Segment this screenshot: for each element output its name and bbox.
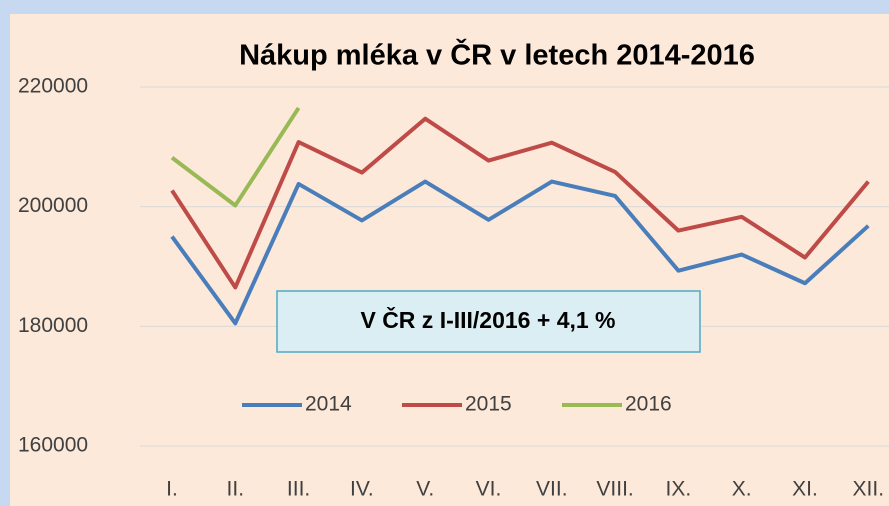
y-tick-label: 200000 [18, 194, 88, 217]
x-tick-label: VII. [536, 478, 568, 501]
x-tick-label: X. [732, 478, 752, 501]
x-tick-label: III. [287, 478, 310, 501]
x-tick-label: IV. [350, 478, 374, 501]
x-tick-label: V. [416, 478, 434, 501]
x-tick-label: II. [227, 478, 245, 501]
series-line [170, 179, 870, 326]
x-tick-label: XI. [792, 478, 818, 501]
plot-background [10, 14, 889, 506]
y-tick-label: 220000 [18, 75, 88, 98]
series-line [170, 106, 301, 208]
lines [170, 106, 870, 326]
annotation-box [276, 290, 701, 353]
legend-label: 2014 [305, 393, 352, 416]
grid [140, 86, 889, 447]
x-tick-label: I. [166, 478, 178, 501]
x-tick-label: IX. [666, 478, 692, 501]
y-tick-label: 160000 [18, 434, 88, 457]
x-tick-label: VI. [476, 478, 502, 501]
series-line [170, 116, 870, 290]
x-tick-label: XII. [853, 478, 885, 501]
legend-label: 2015 [465, 393, 512, 416]
chart-title: Nákup mléka v ČR v letech 2014-2016 [239, 38, 755, 72]
y-tick-label: 180000 [18, 314, 88, 337]
annotation: V ČR z I-III/2016 + 4,1 % [360, 306, 615, 333]
legend-label: 2016 [625, 393, 672, 416]
x-tick-label: VIII. [596, 478, 633, 501]
